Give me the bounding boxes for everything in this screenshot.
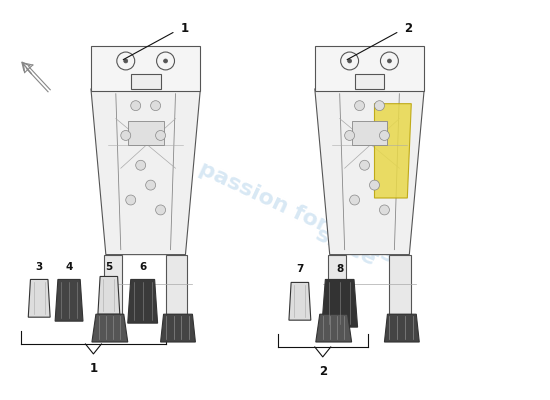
Circle shape xyxy=(355,101,365,111)
Text: 1: 1 xyxy=(180,22,189,35)
Text: 4: 4 xyxy=(65,262,73,272)
Polygon shape xyxy=(128,280,158,323)
Circle shape xyxy=(379,205,389,215)
Circle shape xyxy=(156,205,166,215)
Text: 5: 5 xyxy=(105,262,112,272)
Polygon shape xyxy=(55,280,83,321)
Circle shape xyxy=(146,180,156,190)
Text: a passion for parts: a passion for parts xyxy=(175,149,397,267)
Circle shape xyxy=(163,59,168,63)
Circle shape xyxy=(151,101,161,111)
Polygon shape xyxy=(98,276,120,314)
Polygon shape xyxy=(315,89,424,255)
Bar xyxy=(104,255,122,314)
Circle shape xyxy=(124,59,128,63)
Bar xyxy=(351,120,387,145)
Circle shape xyxy=(345,130,355,140)
Text: 2: 2 xyxy=(404,22,412,35)
Circle shape xyxy=(375,101,384,111)
Text: 1: 1 xyxy=(89,362,97,375)
Text: 7: 7 xyxy=(296,264,304,274)
Circle shape xyxy=(126,195,136,205)
Bar xyxy=(389,255,411,314)
Bar xyxy=(328,255,345,314)
Circle shape xyxy=(121,130,131,140)
Circle shape xyxy=(387,59,392,63)
Text: 3: 3 xyxy=(36,262,43,272)
Circle shape xyxy=(370,180,379,190)
Polygon shape xyxy=(92,314,128,342)
Circle shape xyxy=(360,160,370,170)
Circle shape xyxy=(379,130,389,140)
Circle shape xyxy=(350,195,360,205)
Bar xyxy=(131,74,161,89)
Text: 8: 8 xyxy=(336,264,343,274)
Polygon shape xyxy=(91,89,200,255)
Polygon shape xyxy=(375,104,411,198)
Bar xyxy=(128,120,163,145)
Polygon shape xyxy=(161,314,195,342)
Polygon shape xyxy=(384,314,419,342)
Polygon shape xyxy=(289,282,311,320)
Text: 6: 6 xyxy=(139,262,146,272)
Bar xyxy=(166,255,188,314)
Polygon shape xyxy=(28,280,50,317)
Circle shape xyxy=(136,160,146,170)
Text: since: since xyxy=(312,225,380,270)
Bar xyxy=(315,46,424,91)
Bar xyxy=(355,74,384,89)
Circle shape xyxy=(131,101,141,111)
Circle shape xyxy=(348,59,351,63)
Bar xyxy=(91,46,200,91)
Polygon shape xyxy=(322,280,358,327)
Circle shape xyxy=(156,130,166,140)
Polygon shape xyxy=(316,314,351,342)
Text: 2: 2 xyxy=(318,365,327,378)
